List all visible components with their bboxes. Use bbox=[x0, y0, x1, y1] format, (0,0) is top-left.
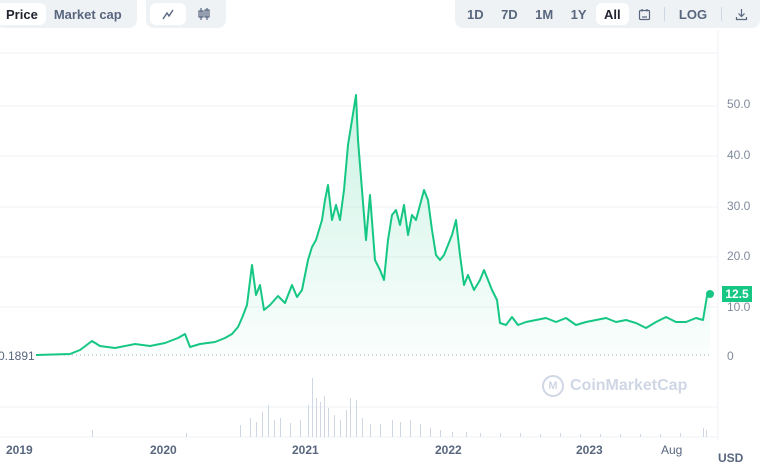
y-tick-10: 10.0 bbox=[727, 300, 751, 314]
calendar-icon bbox=[638, 8, 651, 20]
range-1m[interactable]: 1M bbox=[535, 6, 554, 22]
start-price-label: 0.1891 bbox=[0, 349, 35, 363]
current-price-dot bbox=[706, 290, 714, 298]
range-all[interactable]: All bbox=[595, 3, 629, 25]
x-tick-aug: Aug bbox=[661, 443, 683, 457]
price-line bbox=[35, 94, 711, 356]
candlestick-icon bbox=[198, 8, 210, 20]
volume-bars bbox=[92, 378, 707, 437]
watermark-text: CoinMarketCap bbox=[570, 377, 688, 394]
x-tick-2021: 2021 bbox=[292, 443, 319, 457]
x-tick-2023: 2023 bbox=[576, 443, 603, 457]
coinmarketcap-watermark: M CoinMarketCap bbox=[542, 375, 687, 397]
chart-style-toggle bbox=[146, 0, 226, 28]
y-tick-30: 30.0 bbox=[727, 199, 751, 213]
y-tick-40: 40.0 bbox=[727, 148, 751, 162]
range-7d[interactable]: 7D bbox=[501, 6, 518, 22]
x-tick-2022: 2022 bbox=[435, 443, 462, 457]
x-tick-2020: 2020 bbox=[150, 443, 177, 457]
y-tick-0: 0 bbox=[727, 349, 734, 363]
line-chart-button[interactable] bbox=[150, 3, 186, 25]
range-1y[interactable]: 1Y bbox=[570, 6, 587, 22]
y-tick-20: 20.0 bbox=[727, 249, 751, 263]
divider bbox=[664, 7, 666, 21]
x-tick-2019: 2019 bbox=[6, 443, 33, 457]
line-chart-icon bbox=[162, 9, 174, 20]
price-type-toggle: Price Market cap bbox=[0, 0, 137, 28]
divider bbox=[720, 7, 722, 21]
calendar-button[interactable] bbox=[630, 3, 659, 25]
currency-label: USD bbox=[718, 451, 744, 465]
tab-price[interactable]: Price bbox=[0, 3, 46, 25]
candlestick-button[interactable] bbox=[186, 3, 222, 25]
download-button[interactable] bbox=[727, 3, 756, 25]
range-1d[interactable]: 1D bbox=[467, 6, 484, 22]
price-area bbox=[36, 95, 710, 355]
log-scale-button[interactable]: LOG bbox=[678, 6, 708, 22]
tab-market-cap[interactable]: Market cap bbox=[53, 6, 122, 22]
download-icon bbox=[735, 8, 748, 20]
coinmarketcap-logo-icon: M bbox=[542, 375, 564, 397]
time-range-toolbar: 1D 7D 1M 1Y All LOG bbox=[455, 0, 760, 28]
current-price-badge: 12.5 bbox=[722, 286, 752, 302]
y-tick-50: 50.0 bbox=[727, 97, 751, 111]
